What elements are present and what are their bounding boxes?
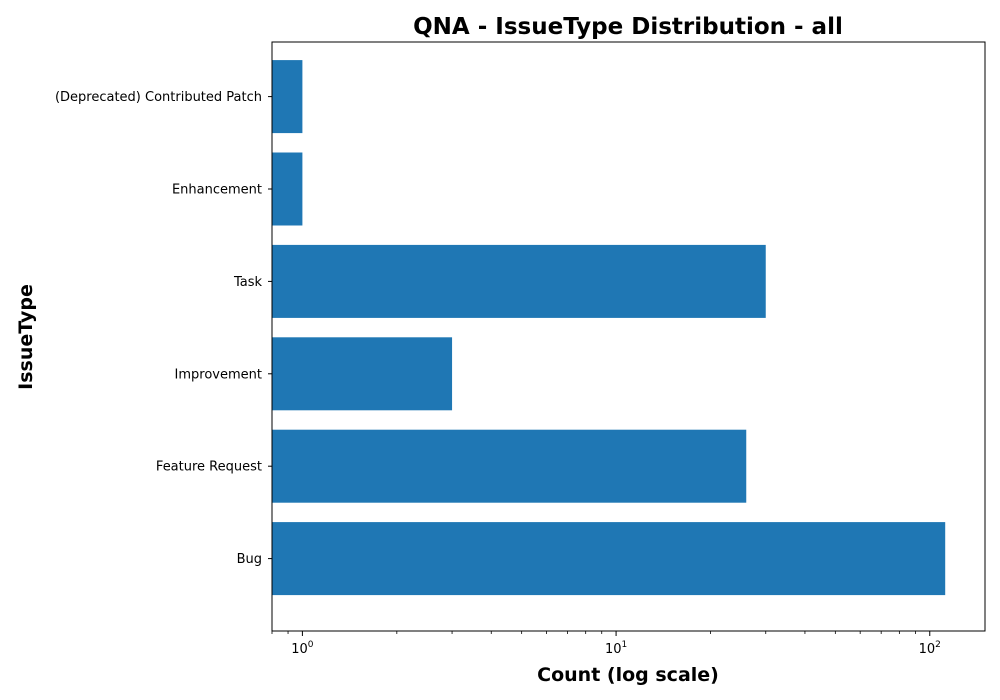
x-axis-label: Count (log scale) [537,664,719,686]
x-tick-exponent: 2 [935,640,941,650]
bar-improvement [272,337,453,411]
bars-group [272,60,946,596]
x-tick-label: 102 [919,640,941,657]
y-tick-label: Feature Request [156,460,262,475]
y-tick-label: Task [233,275,263,290]
x-tick-label: 101 [605,640,627,657]
bar-task [272,244,766,318]
y-tick-label: Improvement [175,367,262,382]
x-tick-exponent: 0 [308,640,314,650]
x-tick-base: 10 [605,642,622,657]
x-tick-base: 10 [919,642,936,657]
x-tick-label: 100 [291,640,314,657]
bar-enhancement [272,152,303,226]
bar-feature-request [272,429,747,503]
chart-title: QNA - IssueType Distribution - all [413,14,843,40]
y-tick-label: Enhancement [172,183,262,198]
bar-deprecated-contributed-patch [272,60,303,134]
y-axis-label: IssueType [15,284,37,390]
plot-area-frame [271,41,986,632]
x-tick-base: 10 [291,642,308,657]
y-axis-ticks: (Deprecated) Contributed Patch Enhancemen… [55,90,272,567]
y-tick-label: Bug [237,552,262,567]
x-tick-exponent: 1 [621,640,627,650]
y-tick-label: (Deprecated) Contributed Patch [55,90,262,105]
bar-bug [272,522,946,596]
x-axis-ticks: 100 101 102 [271,631,941,657]
